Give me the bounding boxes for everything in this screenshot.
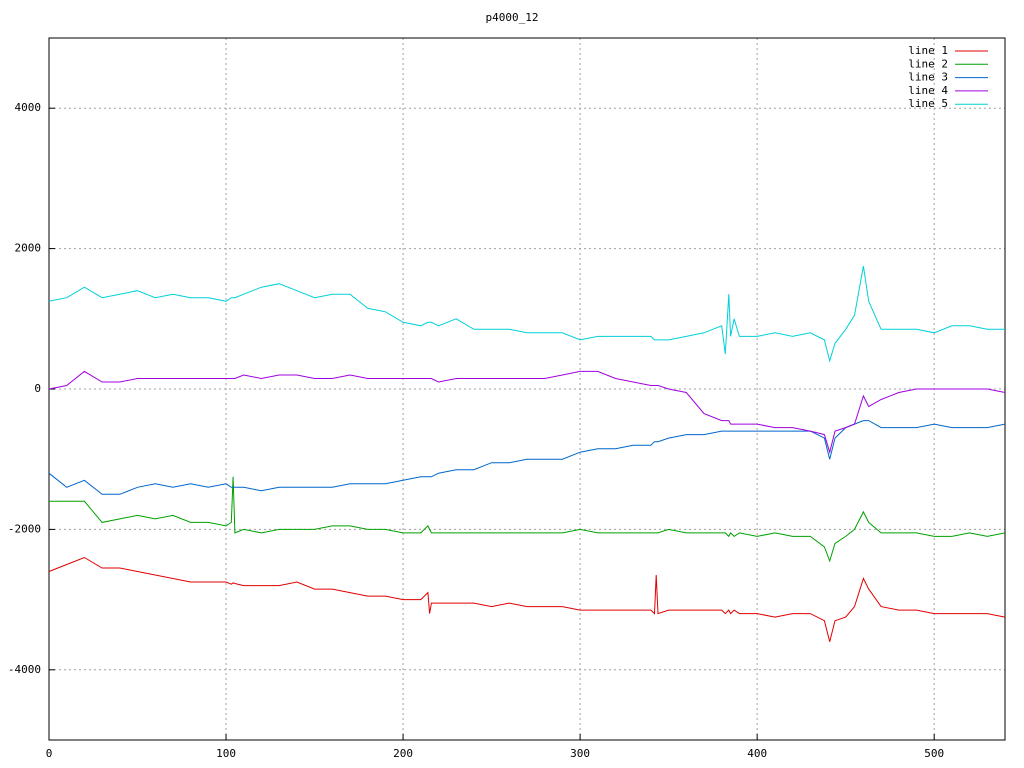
series-line — [48, 370, 1006, 455]
series-line — [48, 420, 1006, 495]
plot-frame — [48, 37, 1006, 741]
legend-label: line 1 — [908, 44, 948, 57]
legend-label: line 3 — [908, 71, 948, 84]
y-tick-label: 0 — [34, 382, 41, 395]
legend-label: line 5 — [908, 97, 948, 110]
x-tick-label: 200 — [393, 747, 413, 760]
x-tick-label: 0 — [46, 747, 53, 760]
legend-label: line 2 — [908, 57, 948, 70]
x-tick-label: 300 — [570, 747, 590, 760]
y-tick-label: 4000 — [15, 101, 42, 114]
x-tick-label: 500 — [924, 747, 944, 760]
x-tick-label: 400 — [747, 747, 767, 760]
legend-label: line 4 — [908, 84, 948, 97]
x-tick-label: 100 — [216, 747, 236, 760]
chart-title: p4000_12 — [486, 11, 539, 24]
y-tick-label: 2000 — [15, 242, 42, 255]
y-tick-label: -4000 — [8, 663, 41, 676]
series-line — [48, 266, 1005, 363]
series-line — [48, 556, 1006, 642]
y-tick-label: -2000 — [8, 522, 41, 535]
series-line — [49, 476, 1006, 563]
